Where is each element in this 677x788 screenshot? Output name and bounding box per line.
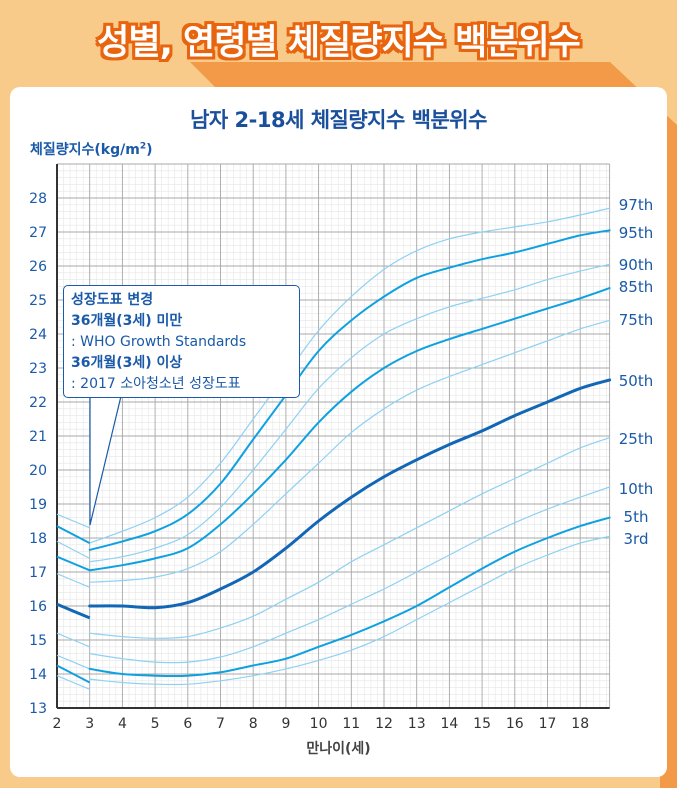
percentile-curve-50th [88,378,612,610]
percentile-label-5th: 5th [624,508,649,526]
percentile-label-85th: 85th [619,278,653,296]
y-tick-label: 13 [29,701,47,717]
x-tick-label: 9 [281,716,290,732]
y-tick-label: 18 [29,531,47,547]
who-curve-75th [56,573,90,588]
x-tick-label: 10 [310,716,328,732]
percentile-curve-25th [89,437,611,639]
callout-heading: 성장도표 변경 [71,292,154,308]
y-tick-label: 21 [29,429,47,445]
x-tick-label: 4 [118,716,127,732]
who-curve-90th [56,540,90,559]
percentile-labels: 97th 95th 90th 85th 75th 50th 25th 10th 5th 3rd [619,196,653,548]
percentile-label-75th: 75th [619,311,653,329]
y-tick-label: 23 [29,361,47,377]
callout-line1: : WHO Growth Standards [71,334,247,350]
percentile-label-10th: 10th [619,480,653,498]
x-tick-label: 18 [571,716,589,732]
who-curve-85th [56,555,91,572]
y-tick-label: 19 [29,497,47,513]
percentile-label-3rd: 3rd [624,530,649,548]
percentile-label-95th: 95th [619,224,653,242]
callout-line2: : 2017 소아청소년 성장도표 [71,376,241,392]
x-tick-label: 13 [408,716,426,732]
percentile-label-50th: 50th [619,372,653,390]
y-tick-label: 20 [29,463,47,479]
percentile-curve-5th [88,516,611,678]
percentile-curves [56,207,612,690]
x-tick-label: 17 [539,716,557,732]
who-curve-5th [56,664,91,684]
percentile-curve-95th [88,229,611,551]
x-tick-label: 15 [473,716,491,732]
main-title: 성별, 연령별 체질량지수 백분위수 [97,23,581,63]
growth-chart-change-callout: 성장도표 변경 36개월(3세) 미만 : WHO Growth Standar… [63,285,300,398]
y-tick-label: 25 [29,293,47,309]
x-tick-label: 14 [440,716,458,732]
x-tick-label: 12 [375,716,393,732]
who-curve-50th [56,602,91,620]
y-tick-label: 17 [29,565,47,581]
x-axis-label: 만나이(세) [306,741,371,757]
x-tick-label: 11 [342,716,360,732]
y-tick-label: 15 [29,633,47,649]
percentile-curve-85th [88,287,611,572]
y-tick-label: 28 [29,191,47,207]
y-axis-label: 체질량지수(kg/m2) [30,141,153,158]
grid [56,163,611,709]
percentile-label-90th: 90th [619,256,653,274]
percentile-curve-3rd [89,535,611,686]
x-tick-label: 8 [249,716,258,732]
percentile-curve-90th [89,263,611,563]
who-curve-95th [56,525,91,544]
percentile-label-97th: 97th [619,196,653,214]
who-curve-25th [56,632,90,648]
axes: 2 3 4 5 6 7 8 9 10 11 12 13 14 15 16 17 1813141516171819… [29,164,610,732]
who-curve-3rd [56,675,90,690]
callout-line2-bold: 36개월(3세) 이상 [71,355,183,371]
y-tick-label: 27 [29,225,47,241]
who-curve-10th [56,654,90,670]
x-tick-label: 2 [53,716,62,732]
x-tick-label: 5 [151,716,160,732]
x-tick-label: 16 [506,716,524,732]
callout-tail [89,391,123,526]
percentile-curve-10th [89,486,611,664]
chart-title: 남자 2-18세 체질량지수 백분위수 [190,108,487,132]
percentile-label-25th: 25th [619,430,653,448]
y-tick-label: 16 [29,599,47,615]
y-tick-label: 24 [29,327,47,343]
who-curve-97th [56,513,90,529]
y-tick-label: 22 [29,395,47,411]
x-tick-label: 3 [85,716,94,732]
x-tick-label: 6 [183,716,192,732]
y-tick-label: 14 [29,667,47,683]
callout-line1-bold: 36개월(3세) 미만 [71,313,183,329]
x-tick-label: 7 [216,716,225,732]
percentile-curve-97th [89,207,611,544]
y-tick-label: 26 [29,259,47,275]
percentile-curve-75th [89,319,611,583]
